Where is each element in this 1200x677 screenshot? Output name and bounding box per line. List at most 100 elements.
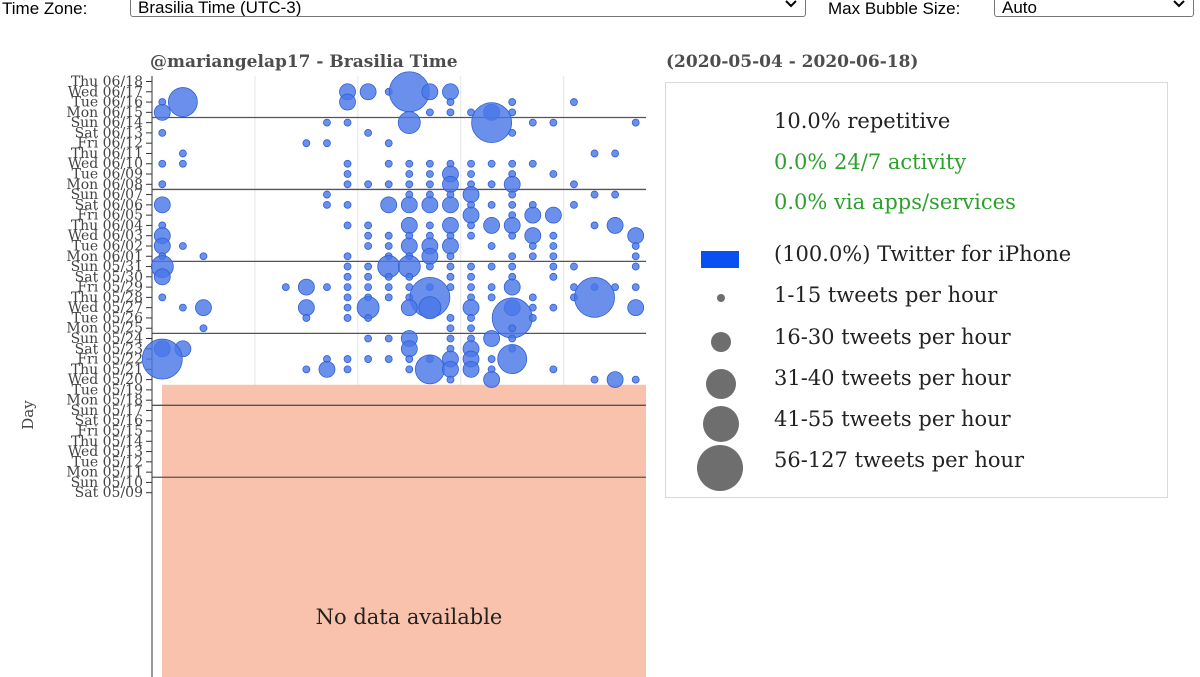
y-tick-label: Sun 05/10 bbox=[71, 475, 143, 491]
bubble bbox=[631, 252, 640, 261]
y-tick-label: Sun 05/24 bbox=[71, 331, 144, 347]
y-tick-label: Thu 05/21 bbox=[71, 362, 143, 378]
timezone-label: Time Zone: bbox=[2, 0, 88, 18]
y-tick-label: Sun 05/17 bbox=[71, 403, 143, 419]
bubble bbox=[508, 190, 517, 199]
bubble bbox=[405, 159, 414, 168]
bubble bbox=[323, 283, 331, 292]
bubble bbox=[524, 206, 542, 224]
bubble bbox=[425, 221, 434, 230]
bubble bbox=[487, 159, 496, 168]
bubble bbox=[611, 149, 620, 158]
bubble bbox=[446, 98, 455, 106]
y-tick-label: Fri 06/05 bbox=[77, 208, 143, 224]
dot-s-icon bbox=[711, 332, 731, 352]
bubble bbox=[487, 200, 496, 209]
bubble bbox=[359, 83, 377, 101]
timezone-select[interactable]: Brasilia Time (UTC-3) bbox=[130, 0, 806, 17]
bubble bbox=[153, 237, 171, 255]
bubble bbox=[549, 118, 558, 127]
bubble bbox=[631, 283, 640, 292]
apps-stat: 0.0% via apps/services bbox=[774, 190, 1016, 214]
bubble bbox=[508, 262, 517, 271]
size-label-1: 1-15 tweets per hour bbox=[774, 283, 998, 307]
bubble bbox=[384, 355, 393, 363]
bubble bbox=[503, 175, 521, 193]
bubble bbox=[153, 103, 171, 121]
size-label-3: 31-40 tweets per hour bbox=[774, 366, 1011, 390]
bubble bbox=[384, 180, 393, 189]
bubble bbox=[339, 93, 356, 111]
bubble bbox=[467, 231, 475, 240]
bubble bbox=[631, 262, 640, 271]
bubble bbox=[487, 293, 496, 302]
bubble bbox=[343, 118, 352, 127]
bubble bbox=[343, 159, 352, 168]
y-tick-label: Wed 05/27 bbox=[68, 300, 143, 316]
bubble-size-value: Auto bbox=[1002, 0, 1037, 17]
bubble bbox=[343, 355, 352, 363]
y-tick-label: Wed 05/20 bbox=[68, 372, 143, 388]
bubble bbox=[483, 217, 501, 234]
bubble bbox=[405, 365, 414, 374]
bubble bbox=[400, 217, 418, 234]
y-tick-label: Sun 06/07 bbox=[71, 187, 143, 203]
bubble bbox=[549, 242, 558, 250]
bubble bbox=[343, 170, 352, 178]
y-tick-label: Thu 06/04 bbox=[71, 218, 143, 234]
bubble bbox=[343, 200, 352, 209]
platform-label: (100.0%) Twitter for iPhone bbox=[774, 242, 1072, 266]
size-label-4: 41-55 tweets per hour bbox=[774, 407, 1011, 431]
bubble bbox=[158, 128, 167, 137]
bubble bbox=[178, 159, 187, 168]
bubble bbox=[195, 299, 212, 317]
bubble bbox=[153, 268, 171, 286]
bubble bbox=[343, 314, 352, 322]
bubble bbox=[199, 324, 208, 333]
bubble bbox=[508, 128, 517, 137]
bubble bbox=[343, 303, 352, 312]
bubble bbox=[158, 180, 167, 189]
bubble bbox=[627, 299, 645, 317]
bubble bbox=[446, 262, 455, 271]
bubble bbox=[343, 252, 352, 261]
y-tick-label: Sat 06/13 bbox=[75, 125, 143, 141]
bubble bbox=[446, 314, 455, 322]
bubble bbox=[446, 334, 455, 343]
bubble bbox=[442, 360, 459, 378]
bubble bbox=[467, 221, 475, 230]
bubble bbox=[631, 375, 640, 384]
bubble bbox=[528, 252, 537, 261]
bubble bbox=[384, 139, 393, 148]
bubble bbox=[400, 196, 418, 214]
bubble bbox=[590, 149, 599, 158]
bubble bbox=[343, 180, 352, 189]
bubble bbox=[549, 170, 558, 178]
bubble bbox=[503, 278, 521, 296]
bubble bbox=[462, 360, 480, 378]
bubble bbox=[297, 299, 315, 317]
bubble bbox=[528, 159, 537, 168]
bubble bbox=[414, 354, 445, 385]
bubble bbox=[508, 159, 517, 168]
y-tick-label: Tue 06/09 bbox=[72, 167, 143, 183]
chart-title: @mariangelap17 - Brasilia Time bbox=[150, 52, 458, 72]
bubble bbox=[364, 272, 373, 281]
bubble bbox=[471, 102, 513, 144]
bubble bbox=[425, 159, 434, 168]
bubble-size-select[interactable]: Auto bbox=[994, 0, 1194, 17]
bubble bbox=[384, 272, 393, 281]
y-tick-label: Fri 06/12 bbox=[77, 136, 143, 152]
bubble bbox=[606, 217, 624, 234]
bubble bbox=[364, 231, 373, 240]
bubble bbox=[508, 200, 517, 209]
bubble bbox=[487, 262, 496, 271]
bubble bbox=[528, 242, 537, 250]
date-range: (2020-05-04 - 2020-06-18) bbox=[666, 52, 919, 72]
bubble bbox=[380, 196, 398, 214]
bubble bbox=[178, 242, 187, 250]
bubble bbox=[318, 360, 336, 378]
bubble bbox=[384, 242, 393, 250]
bubble bbox=[405, 180, 414, 189]
